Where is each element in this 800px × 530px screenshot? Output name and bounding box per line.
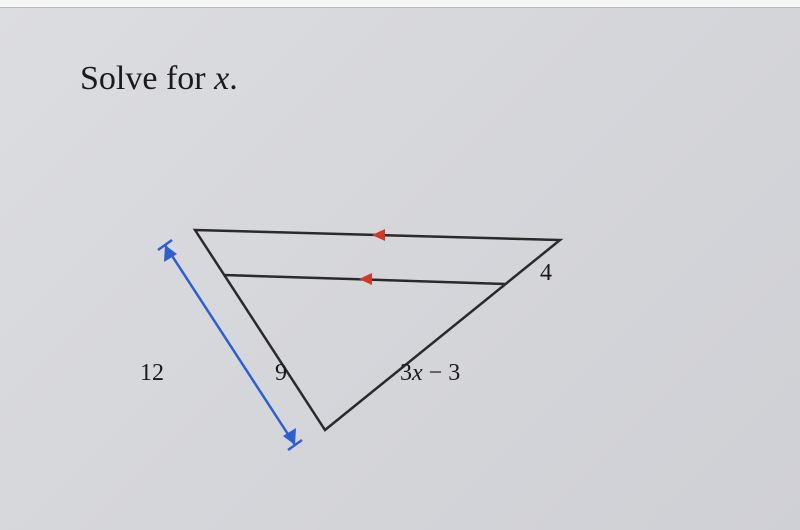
parallel-arrow-mid-icon (359, 273, 372, 285)
window-top-bar (0, 0, 800, 8)
prompt-variable: x (214, 60, 229, 97)
geometry-figure: 12 9 3x − 3 4 (80, 210, 600, 470)
label-right-inner-text: 3x − 3 (400, 360, 460, 386)
label-right-inner: 3x − 3 (400, 360, 460, 387)
label-left-outer: 12 (140, 360, 164, 387)
outer-triangle (195, 230, 560, 430)
parallel-arrow-top-icon (372, 229, 385, 241)
prompt-suffix: . (229, 60, 238, 97)
label-left-inner: 9 (275, 360, 287, 387)
triangle-svg (80, 210, 600, 470)
question-prompt: Solve for x. (80, 60, 238, 98)
label-right-outer: 4 (540, 260, 552, 287)
prompt-prefix: Solve for (80, 60, 214, 97)
